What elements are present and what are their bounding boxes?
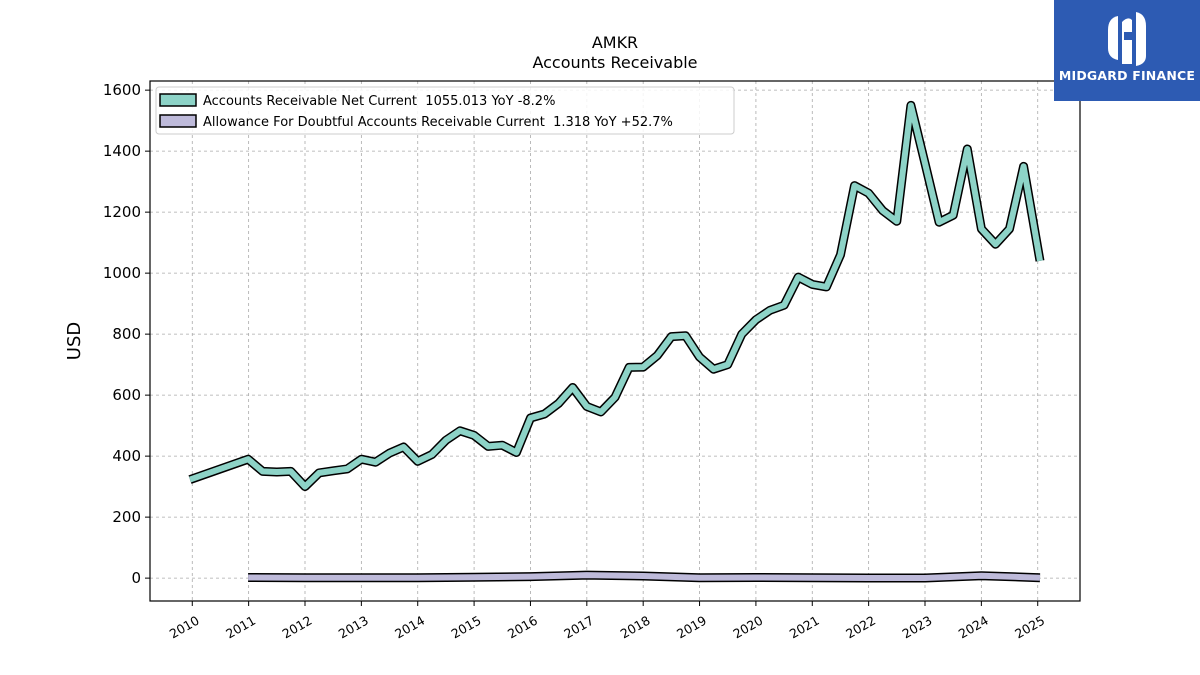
legend: Accounts Receivable Net Current 1055.013… bbox=[155, 86, 735, 135]
legend-label-ar-net: Accounts Receivable Net Current 1055.013… bbox=[203, 94, 555, 109]
series-line-1 bbox=[248, 572, 1041, 581]
plot-frame bbox=[149, 80, 1081, 602]
y-tick-label: 0 bbox=[131, 569, 141, 587]
legend-label-allowance: Allowance For Doubtful Accounts Receivab… bbox=[203, 115, 673, 130]
midgard-logo-icon bbox=[1108, 12, 1146, 66]
y-tick-label: 1600 bbox=[103, 81, 141, 99]
chart-subtitle: Accounts Receivable bbox=[532, 53, 697, 72]
legend-box bbox=[155, 86, 735, 135]
y-tick-label: 200 bbox=[112, 508, 141, 526]
y-axis: 0 200 400 600 800 1000 1200 1400 1600 bbox=[103, 81, 150, 587]
chart-title: AMKR bbox=[592, 33, 638, 52]
y-tick-label: 1400 bbox=[103, 142, 141, 160]
y-tick-label: 600 bbox=[112, 386, 141, 404]
legend-swatch-ar-net bbox=[159, 93, 197, 107]
y-tick-label: 800 bbox=[112, 325, 141, 343]
y-tick-label: 400 bbox=[112, 447, 141, 465]
series-line-0 bbox=[189, 102, 1043, 490]
brand-name: MIDGARD FINANCE bbox=[1058, 68, 1196, 83]
y-tick-label: 1200 bbox=[103, 203, 141, 221]
brand-logo: MIDGARD FINANCE bbox=[1054, 0, 1200, 101]
legend-swatch-allowance bbox=[159, 114, 197, 128]
y-axis-label: USD bbox=[64, 322, 85, 360]
series-layer bbox=[188, 100, 1045, 583]
y-tick-label: 1000 bbox=[103, 264, 141, 282]
